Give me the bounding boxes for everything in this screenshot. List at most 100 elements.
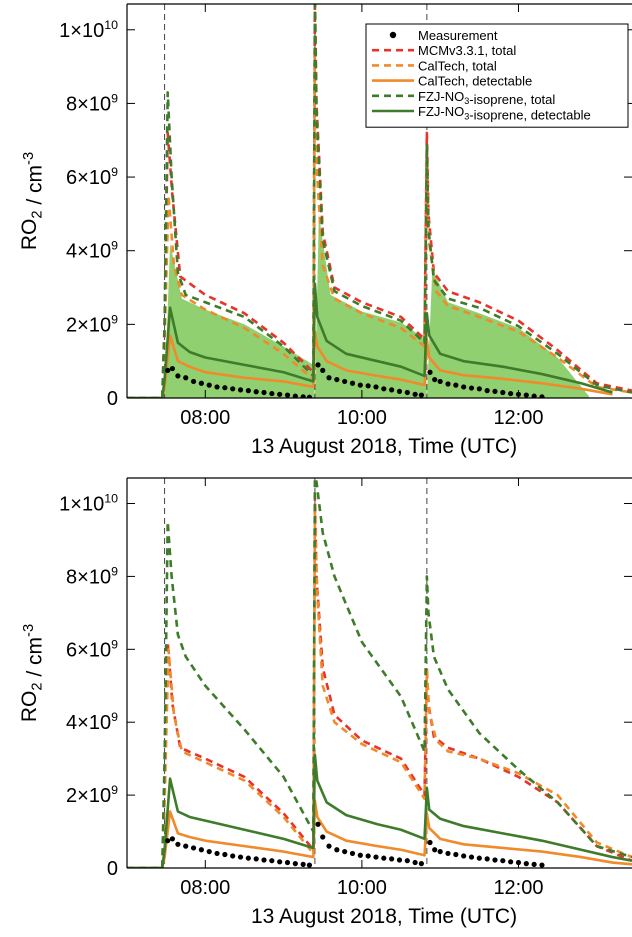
measurement-point — [531, 393, 537, 398]
measurement-point — [334, 376, 340, 383]
measurement-point — [222, 851, 228, 858]
y-axis-title: RO2 / cm-3 — [18, 152, 46, 250]
measurement-point — [269, 858, 275, 864]
measurement-point — [300, 394, 306, 398]
y-tick-label: 0 — [107, 388, 118, 410]
measurement-point — [523, 392, 529, 398]
measurement-point — [320, 367, 326, 373]
measurement-point — [396, 388, 403, 394]
measurement-point — [468, 385, 475, 391]
x-tick-label: 10:00 — [337, 407, 387, 429]
y-tick-label: 6×109 — [66, 165, 118, 189]
measurement-point — [453, 382, 459, 388]
y-tick-label: 4×109 — [66, 710, 118, 734]
y-tick-label: 4×109 — [66, 239, 118, 263]
measurement-point — [453, 851, 459, 858]
measurement-point — [292, 393, 298, 398]
measurement-point — [292, 861, 298, 867]
series-line-3 — [127, 478, 632, 868]
measurement-point — [315, 362, 321, 368]
measurement-point — [198, 847, 204, 853]
series-line-1 — [127, 509, 632, 868]
series-line-2 — [127, 330, 613, 398]
y-axis-title: RO2 / cm-3 — [18, 624, 46, 722]
measurement-point — [476, 386, 482, 392]
uncertainty-band — [164, 213, 589, 398]
measurement-point — [468, 854, 475, 860]
measurement-point — [365, 853, 371, 859]
measurement-point — [306, 394, 313, 398]
measurement-point — [365, 383, 371, 389]
measurement-point — [315, 821, 321, 827]
legend-label: CalTech, total — [418, 58, 497, 73]
series-line-3 — [127, 4, 632, 398]
y-tick-label: 2×109 — [66, 312, 118, 336]
series-line-0 — [127, 494, 632, 868]
measurement-point — [277, 859, 283, 865]
measurement-point — [418, 861, 424, 867]
measurement-point — [412, 859, 418, 866]
measurement-point — [373, 854, 379, 860]
measurement-point — [404, 858, 410, 864]
measurement-point — [214, 384, 220, 390]
measurement-point — [427, 839, 433, 846]
measurement-point — [175, 373, 181, 379]
measurement-point — [373, 384, 379, 390]
measurement-point — [183, 843, 189, 849]
measurement-point — [389, 387, 395, 393]
measurement-point — [381, 855, 387, 861]
measurement-point — [445, 850, 451, 857]
series-line-4 — [127, 753, 632, 868]
y-tick-label: 8×109 — [66, 564, 118, 588]
measurement-point — [404, 389, 410, 396]
measurement-point — [253, 389, 259, 395]
measurement-point — [357, 852, 363, 858]
series-line-4 — [127, 282, 613, 398]
measurement-point — [437, 848, 443, 855]
measurement-point — [349, 380, 356, 386]
measurement-point — [183, 375, 189, 381]
measurement-point — [476, 855, 482, 861]
measurement-point — [300, 861, 306, 867]
measurement-point — [492, 388, 498, 394]
measurement-point — [261, 389, 267, 396]
measurement-point — [277, 391, 283, 397]
measurement-point — [484, 388, 490, 394]
measurement-point — [190, 378, 197, 385]
measurement-point — [222, 385, 228, 391]
measurement-point — [381, 386, 387, 392]
y-tick-label: 0 — [107, 858, 118, 880]
legend-marker-measurement — [389, 31, 397, 39]
measurement-point — [190, 845, 197, 851]
measurement-point — [269, 390, 275, 397]
measurement-point — [214, 850, 220, 857]
measurement-point — [396, 857, 403, 863]
legend-label: CalTech, detectable — [418, 74, 532, 89]
measurement-point — [245, 388, 251, 394]
measurement-point — [484, 856, 490, 862]
measurement-point — [427, 369, 433, 375]
measurement-point — [253, 856, 259, 862]
measurement-point — [175, 841, 181, 847]
measurement-point — [539, 862, 545, 868]
series-line-1 — [127, 46, 632, 398]
y-tick-label: 6×109 — [66, 637, 118, 661]
measurement-point — [230, 853, 236, 859]
measurement-point — [284, 392, 291, 398]
measurement-point — [500, 858, 506, 864]
measurement-point — [508, 859, 514, 865]
y-tick-label: 1×1010 — [59, 18, 118, 42]
measurement-point — [261, 857, 267, 863]
measurement-point — [461, 384, 467, 390]
x-tick-label: 10:00 — [337, 877, 387, 899]
y-tick-label: 2×109 — [66, 783, 118, 807]
measurement-point — [230, 386, 236, 392]
measurement-point — [437, 378, 443, 385]
legend-label: FZJ-NO3-isoprene, detectable — [418, 104, 591, 122]
measurement-point — [169, 365, 176, 372]
measurement-point — [245, 855, 251, 861]
measurement-point — [326, 843, 332, 849]
measurement-point — [326, 375, 332, 381]
